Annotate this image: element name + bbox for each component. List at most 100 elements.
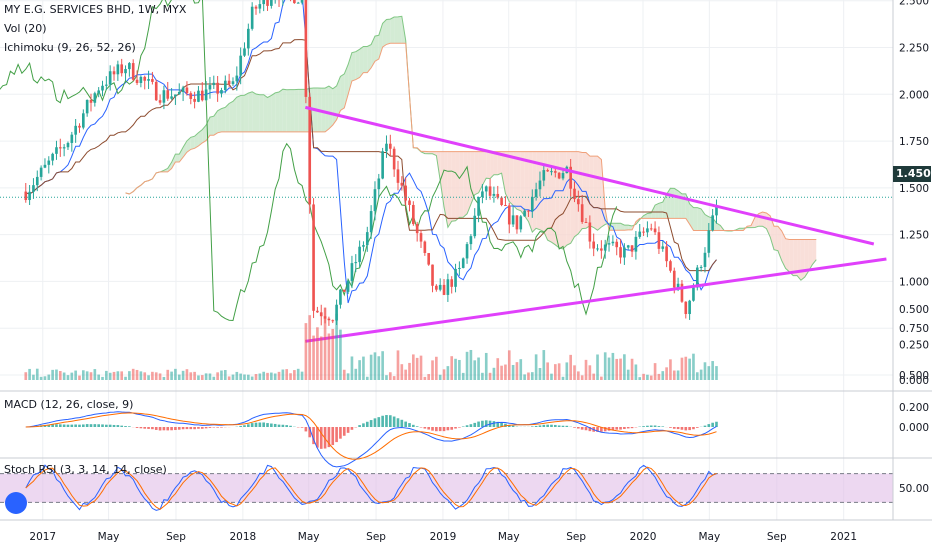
candle-body [197, 90, 200, 102]
volume-bar [158, 373, 162, 380]
volume-bar [415, 357, 419, 380]
volume-bar [396, 350, 400, 380]
volume-bar [335, 313, 338, 380]
price-tick-label: 1.500 [899, 183, 929, 195]
volume-bar [296, 368, 300, 380]
volume-bar [711, 361, 714, 380]
cloud-segment [670, 188, 675, 219]
volume-bar [124, 376, 127, 380]
candle-body [350, 263, 354, 281]
volume-bar [262, 371, 265, 380]
candle-body [603, 244, 607, 251]
volume-bar [649, 375, 653, 380]
macd-histogram-bar [177, 427, 181, 430]
legend-volume[interactable]: Vol (20) [4, 22, 47, 35]
cloud-segment [559, 151, 563, 250]
volume-bar [492, 367, 496, 380]
cloud-segment [267, 95, 272, 132]
volume-bar [630, 358, 634, 380]
time-tick-label: 2021 [830, 531, 857, 543]
macd-histogram-bar [254, 422, 258, 427]
candle-body [642, 231, 645, 233]
candle-body [262, 0, 265, 5]
macd-histogram-bar [208, 427, 212, 428]
volume-bar [139, 371, 143, 380]
volume-bar [657, 373, 661, 380]
macd-histogram-bar [365, 421, 369, 427]
cloud-segment [697, 207, 702, 231]
candle-body [707, 230, 711, 253]
macd-histogram-bar [58, 424, 62, 427]
candle-body [162, 90, 166, 103]
cloud-segment [229, 101, 233, 132]
volume-bar [469, 349, 473, 380]
candle-body [316, 310, 319, 313]
legend-ichimoku[interactable]: Ichimoku (9, 26, 52, 26) [4, 41, 136, 54]
candle-body [143, 76, 147, 81]
macd-histogram-bar [484, 420, 488, 427]
volume-bar [450, 356, 454, 380]
candle-body [74, 125, 77, 135]
macd-histogram-bar [703, 425, 707, 427]
candle-body [247, 28, 250, 49]
cloud-segment [536, 151, 540, 230]
senkou-span-b-line [125, 42, 817, 240]
cloud-segment [463, 151, 468, 218]
candle-body [465, 244, 469, 259]
macd-histogram-bar [120, 425, 124, 427]
volume-bar [223, 370, 227, 380]
macd-histogram-bar [450, 427, 454, 430]
macd-histogram-bar [427, 427, 431, 430]
cloud-segment [440, 151, 445, 207]
legend-stoch-rsi[interactable]: Stoch RSI (3, 3, 14, 14, close) [4, 463, 167, 476]
volume-bar [481, 372, 484, 380]
macd-histogram-bar [185, 427, 189, 430]
macd-histogram-bar [423, 427, 427, 429]
senkou-span-a-line [125, 15, 817, 281]
macd-tick-label: 0.000 [899, 422, 929, 434]
candle-body [588, 222, 592, 242]
candle-body [680, 283, 684, 302]
macd-histogram-bar [385, 415, 388, 427]
cloud-segment [597, 156, 602, 231]
volume-bar [154, 372, 158, 380]
macd-histogram-bar [546, 424, 549, 427]
volume-bar [592, 373, 596, 380]
macd-histogram-bar [404, 421, 407, 427]
candle-body [584, 221, 588, 223]
volume-bar [273, 373, 277, 380]
volume-bar [331, 328, 335, 380]
macd-histogram-bar [285, 425, 289, 427]
volume-bar [177, 374, 181, 380]
macd-histogram-bar [154, 427, 158, 430]
candle-body [151, 79, 154, 82]
cloud-segment [279, 89, 283, 132]
volume-bar [35, 368, 39, 380]
volume-bar [653, 363, 657, 380]
legend-macd[interactable]: MACD (12, 26, close, 9) [4, 398, 134, 411]
volume-bar [350, 356, 354, 380]
macd-histogram-bar [327, 427, 331, 448]
macd-histogram-bar [657, 426, 661, 427]
volume-bar [358, 360, 361, 380]
legend-title[interactable]: MY E.G. SERVICES BHD, 1W, MYX [4, 3, 187, 16]
candle-body [661, 246, 665, 249]
cloud-segment [655, 203, 659, 219]
volume-bar [642, 373, 645, 380]
macd-pane [25, 411, 718, 468]
cloud-segment [340, 73, 345, 111]
candle-body [377, 178, 381, 190]
time-tick-label: May [98, 531, 120, 543]
volume-bar [619, 358, 622, 380]
candle-body [669, 261, 672, 271]
macd-histogram-bar [197, 427, 200, 429]
cloud-segment [244, 93, 249, 132]
candle-body [32, 185, 35, 192]
volume-bar [247, 374, 250, 380]
cloud-segment [785, 238, 790, 272]
volume-bar [519, 359, 523, 380]
macd-histogram-bar [692, 427, 695, 430]
macd-histogram-bar [465, 425, 469, 427]
macd-histogram-bar [500, 422, 503, 427]
